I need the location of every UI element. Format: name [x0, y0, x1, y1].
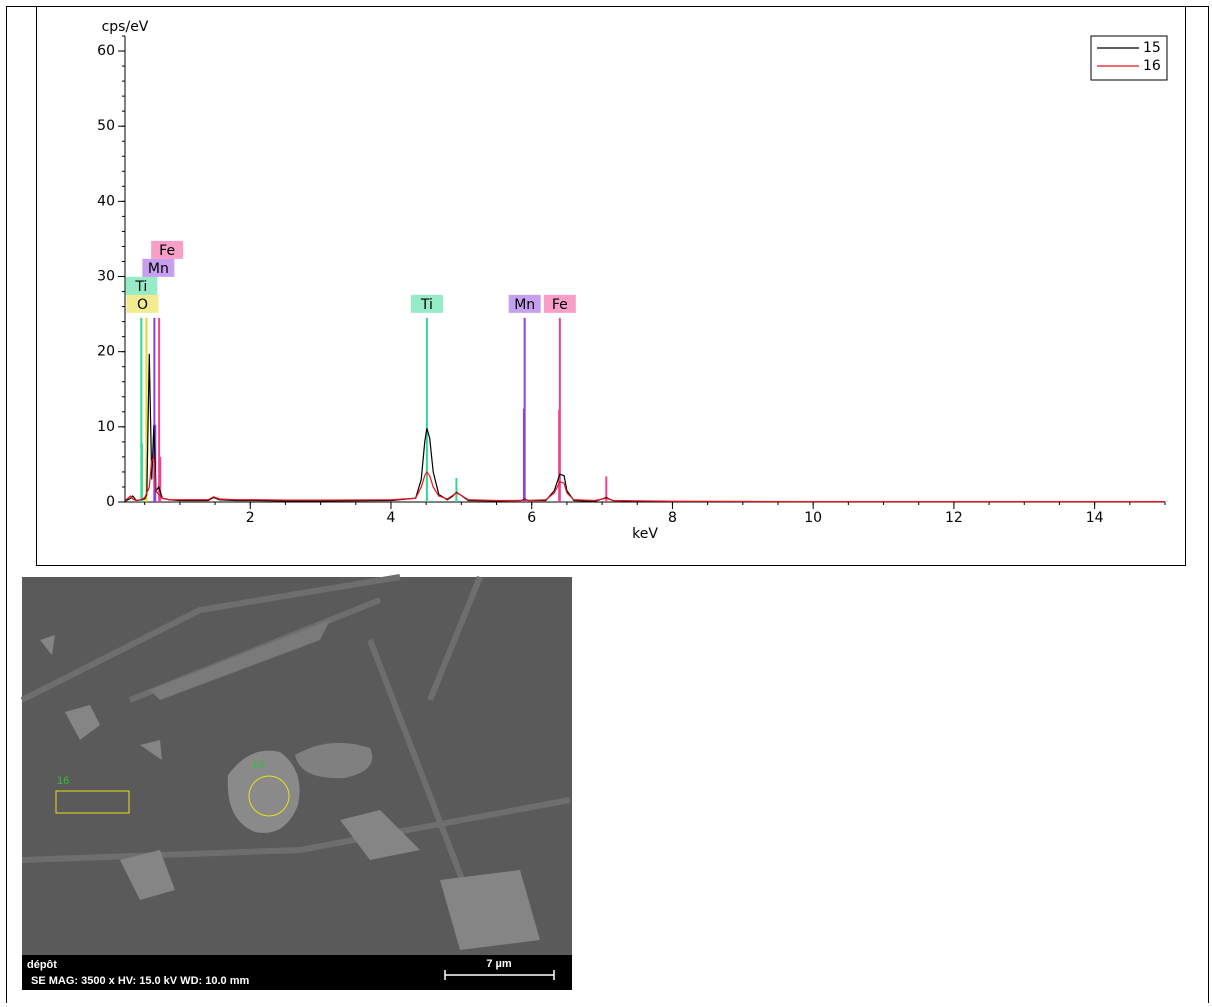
scale-bar	[444, 970, 555, 980]
sem-particle	[227, 750, 300, 833]
legend-frame	[1090, 35, 1168, 81]
y-tick-label: 20	[97, 344, 115, 360]
info-bar	[22, 955, 572, 990]
x-tick-label: 10	[804, 510, 822, 526]
region-circle-label: 15	[252, 759, 264, 771]
element-label: Fe	[552, 297, 568, 313]
y-tick-label: 50	[97, 118, 115, 134]
sem-particle	[295, 742, 373, 779]
element-label: Mn	[148, 261, 169, 277]
sem-texture	[150, 620, 330, 700]
scale-label: 7 µm	[486, 958, 512, 970]
x-axis-label: keV	[632, 526, 658, 542]
element-label-bg	[125, 276, 158, 295]
element-label-bg	[543, 294, 576, 313]
x-tick-label: 2	[246, 510, 255, 526]
image-info: SE MAG: 3500 x HV: 15.0 kV WD: 10.0 mm	[31, 975, 249, 987]
element-label: Mn	[514, 297, 535, 313]
y-axis-label: cps/eV	[102, 19, 149, 35]
sem-image: 16 15 dépôt SE MAG: 3500 x HV: 15.0 kV W…	[20, 574, 572, 990]
element-label: O	[137, 297, 148, 313]
element-label-bg	[142, 258, 175, 277]
element-label-bg	[410, 294, 443, 313]
y-tick-label: 60	[97, 43, 115, 59]
element-label: Ti	[134, 279, 147, 295]
spectrum-line	[124, 353, 1165, 503]
y-tick-label: 0	[106, 494, 115, 510]
sem-particle	[40, 635, 540, 950]
image-title: dépôt	[27, 959, 57, 971]
legend-label: 15	[1143, 40, 1161, 56]
element-label: Fe	[159, 243, 175, 259]
y-tick-label: 10	[97, 419, 115, 435]
x-tick-label: 14	[1086, 510, 1104, 526]
region-circle	[248, 775, 290, 817]
x-tick-label: 8	[668, 510, 677, 526]
legend-label: 16	[1143, 58, 1161, 74]
element-label-bg	[151, 240, 184, 259]
x-tick-label: 6	[527, 510, 536, 526]
element-label-bg	[126, 294, 159, 313]
y-tick-label: 40	[97, 193, 115, 209]
x-tick-label: 12	[945, 510, 963, 526]
region-rect-label: 16	[57, 775, 69, 787]
x-tick-label: 4	[387, 510, 396, 526]
chart-frame	[36, 6, 1186, 566]
region-rect	[55, 790, 130, 814]
spectrum-line	[124, 454, 1165, 503]
element-label: Ti	[420, 297, 433, 313]
element-label-bg	[508, 294, 541, 313]
y-tick-label: 30	[97, 269, 115, 285]
